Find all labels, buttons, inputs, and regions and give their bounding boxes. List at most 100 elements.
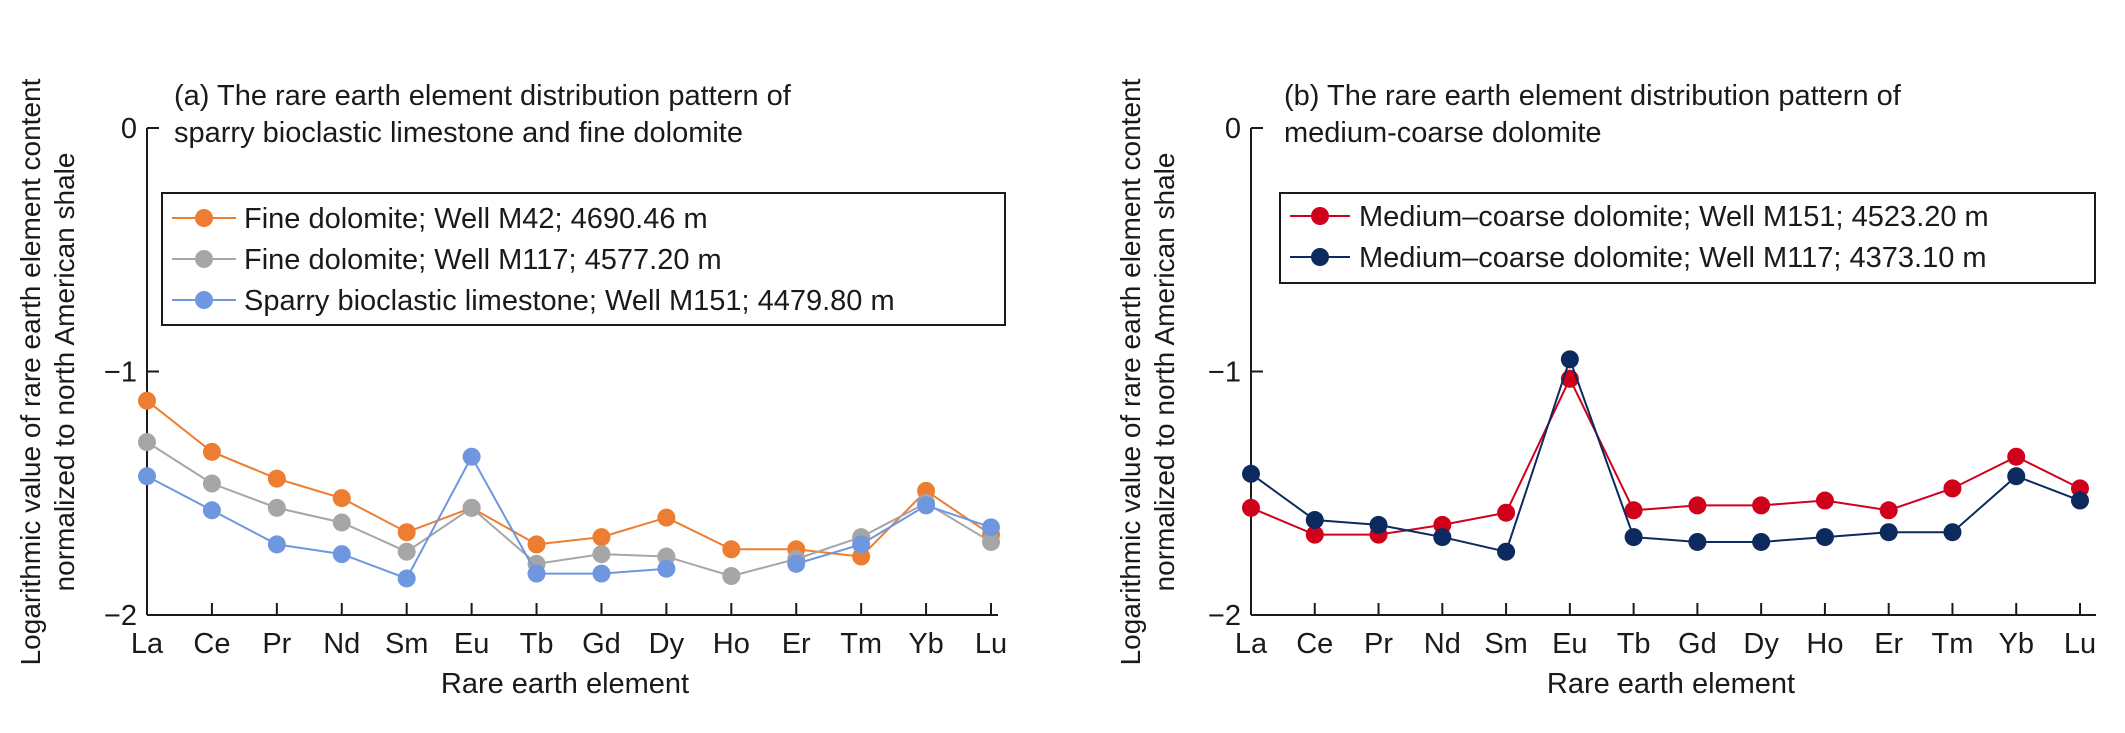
series-line-fine-dolomite-well-m42-4690-46-m: [146, 399, 992, 558]
legend: Fine dolomite; Well M42; 4690.46 m Fine …: [161, 192, 1006, 326]
data-point-fine-dolomite-well-m42-4690-46-m-dy: [657, 508, 676, 527]
series-line-medium-coarse-dolomite-well-m117-4373-10-m: [1250, 356, 2081, 553]
data-point-sparry-bioclastic-limestone-well-m151-4479-80-m-er: [787, 554, 806, 573]
data-point-fine-dolomite-well-m42-4690-46-m-ho: [722, 540, 741, 559]
data-point-medium-coarse-dolomite-well-m151-4523-20-m-la: [1242, 498, 1260, 517]
legend-item-fine-dolomite-m42: Fine dolomite; Well M42; 4690.46 m: [172, 203, 708, 235]
data-point-sparry-bioclastic-limestone-well-m151-4479-80-m-dy: [657, 559, 676, 578]
data-point-medium-coarse-dolomite-well-m151-4523-20-m-yb: [2007, 447, 2026, 466]
y-ticks: −2 −1 0: [104, 113, 159, 632]
legend-label-sparry-bioclastic-limestone-m151: Sparry bioclastic limestone; Well M151; …: [244, 285, 895, 317]
x-tick-label: Eu: [1552, 628, 1587, 660]
x-tick-label: Tm: [1932, 628, 1974, 660]
x-tick-label: Yb: [908, 628, 943, 660]
data-point-fine-dolomite-well-m117-4577-20-m-eu: [462, 498, 481, 517]
data-point-medium-coarse-dolomite-well-m117-4373-10-m-sm: [1497, 542, 1516, 561]
data-point-medium-coarse-dolomite-well-m117-4373-10-m-nd: [1433, 528, 1452, 547]
x-axis-label: Rare earth element: [1547, 668, 1795, 700]
legend-label-medium-coarse-dolomite-m151: Medium–coarse dolomite; Well M151; 4523.…: [1359, 201, 1989, 233]
x-tick-label: Pr: [1364, 628, 1393, 660]
y-axis-label-line-1: Logarithmic value of rare earth element …: [1115, 78, 1146, 665]
data-point-fine-dolomite-well-m117-4577-20-m-gd: [592, 545, 611, 564]
data-point-sparry-bioclastic-limestone-well-m151-4479-80-m-gd: [592, 564, 611, 583]
data-point-fine-dolomite-well-m117-4577-20-m-lu: [982, 532, 1000, 551]
data-point-fine-dolomite-well-m117-4577-20-m-nd: [332, 513, 351, 532]
x-ticks: La Ce Pr Nd Sm Eu Tb Gd Dy Ho Er Tm Yb Lu: [1235, 603, 2096, 660]
data-point-medium-coarse-dolomite-well-m151-4523-20-m-dy: [1752, 496, 1771, 515]
data-point-medium-coarse-dolomite-well-m117-4373-10-m-yb: [2007, 467, 2026, 486]
legend-marker-fine-dolomite-m117: [195, 250, 213, 268]
data-point-medium-coarse-dolomite-well-m151-4523-20-m-tm: [1943, 479, 1962, 498]
data-point-medium-coarse-dolomite-well-m117-4373-10-m-tb: [1624, 528, 1643, 547]
data-point-fine-dolomite-well-m117-4577-20-m-sm: [397, 542, 416, 561]
x-tick-label: Sm: [385, 628, 429, 660]
data-point-sparry-bioclastic-limestone-well-m151-4479-80-m-lu: [982, 518, 1000, 537]
y-axis-label-line-1: Logarithmic value of rare earth element …: [15, 78, 46, 665]
data-point-fine-dolomite-well-m42-4690-46-m-sm: [397, 523, 416, 542]
x-tick-label: Gd: [1678, 628, 1717, 660]
legend-label-fine-dolomite-m117: Fine dolomite; Well M117; 4577.20 m: [244, 244, 722, 276]
chart-title-line-1: (a) The rare earth element distribution …: [174, 80, 792, 112]
data-point-medium-coarse-dolomite-well-m117-4373-10-m-tm: [1943, 523, 1962, 542]
data-point-sparry-bioclastic-limestone-well-m151-4479-80-m-pr: [267, 535, 286, 554]
data-point-fine-dolomite-well-m42-4690-46-m-ce: [202, 442, 221, 461]
legend-item-sparry-bioclastic-limestone-m151: Sparry bioclastic limestone; Well M151; …: [172, 285, 895, 317]
x-tick-label: Gd: [582, 628, 621, 660]
x-tick-label: Sm: [1484, 628, 1528, 660]
data-point-medium-coarse-dolomite-well-m117-4373-10-m-gd: [1688, 532, 1707, 551]
chart-title-line-2: sparry bioclastic limestone and fine dol…: [174, 117, 743, 149]
y-tick-label: −1: [1208, 357, 1241, 389]
chart-panel-b: Logarithmic value of rare earth element …: [1115, 78, 2096, 700]
data-point-medium-coarse-dolomite-well-m151-4523-20-m-ho: [1815, 491, 1834, 510]
x-tick-label: Nd: [1424, 628, 1461, 660]
chart-title-line-1: (b) The rare earth element distribution …: [1284, 80, 1902, 112]
data-point-medium-coarse-dolomite-well-m117-4373-10-m-eu: [1560, 350, 1579, 369]
x-tick-label: Ho: [1806, 628, 1843, 660]
data-point-sparry-bioclastic-limestone-well-m151-4479-80-m-sm: [397, 569, 416, 588]
series-group: [1242, 350, 2089, 561]
legend-label-fine-dolomite-m42: Fine dolomite; Well M42; 4690.46 m: [244, 203, 708, 235]
data-point-fine-dolomite-well-m117-4577-20-m-pr: [267, 498, 286, 517]
series-line-sparry-bioclastic-limestone-well-m151-4479-80-m: [795, 504, 992, 565]
y-tick-label: 0: [1225, 113, 1241, 145]
data-point-medium-coarse-dolomite-well-m151-4523-20-m-tb: [1624, 501, 1643, 520]
series-group: [138, 391, 1000, 588]
legend: Medium–coarse dolomite; Well M151; 4523.…: [1279, 192, 2096, 284]
x-ticks: La Ce Pr Nd Sm Eu Tb Gd Dy Ho Er Tm Yb Lu: [131, 603, 1007, 660]
data-point-sparry-bioclastic-limestone-well-m151-4479-80-m-ce: [202, 501, 221, 520]
x-axis-label: Rare earth element: [441, 668, 689, 700]
x-tick-label: Eu: [454, 628, 489, 660]
legend-item-medium-coarse-dolomite-m117: Medium–coarse dolomite; Well M117; 4373.…: [1290, 242, 1987, 274]
data-point-medium-coarse-dolomite-well-m117-4373-10-m-lu: [2071, 491, 2089, 510]
x-tick-label: Nd: [323, 628, 360, 660]
legend-item-fine-dolomite-m117: Fine dolomite; Well M117; 4577.20 m: [172, 244, 722, 276]
data-point-medium-coarse-dolomite-well-m151-4523-20-m-ce: [1305, 525, 1324, 544]
data-point-sparry-bioclastic-limestone-well-m151-4479-80-m-nd: [332, 545, 351, 564]
y-tick-label: −2: [1208, 600, 1241, 632]
x-tick-label: Er: [1874, 628, 1903, 660]
data-point-medium-coarse-dolomite-well-m117-4373-10-m-pr: [1369, 515, 1388, 534]
legend-marker-medium-coarse-dolomite-m117: [1311, 248, 1329, 266]
x-tick-label: Dy: [1743, 628, 1779, 660]
legend-box: [161, 192, 1006, 326]
data-point-medium-coarse-dolomite-well-m151-4523-20-m-sm: [1497, 503, 1516, 522]
y-ticks: −2 −1 0: [1208, 113, 1263, 632]
data-point-medium-coarse-dolomite-well-m117-4373-10-m-ho: [1815, 528, 1834, 547]
x-tick-label: Yb: [1998, 628, 2033, 660]
legend-item-medium-coarse-dolomite-m151: Medium–coarse dolomite; Well M151; 4523.…: [1290, 201, 1989, 233]
data-point-fine-dolomite-well-m42-4690-46-m-gd: [592, 528, 611, 547]
x-tick-label: La: [131, 628, 164, 660]
data-point-medium-coarse-dolomite-well-m117-4373-10-m-la: [1242, 464, 1260, 483]
x-tick-label: Er: [782, 628, 811, 660]
legend-box: [1279, 192, 2096, 284]
chart-panel-a: Logarithmic value of rare earth element …: [15, 78, 1007, 700]
data-point-medium-coarse-dolomite-well-m117-4373-10-m-dy: [1752, 532, 1771, 551]
y-axis-label-line-2: normalized to north American shale: [49, 153, 80, 592]
x-tick-label: Ce: [193, 628, 230, 660]
data-point-fine-dolomite-well-m117-4577-20-m-ce: [202, 474, 221, 493]
data-point-fine-dolomite-well-m117-4577-20-m-la: [138, 433, 156, 452]
x-tick-label: Pr: [262, 628, 291, 660]
legend-marker-medium-coarse-dolomite-m151: [1311, 207, 1329, 225]
data-point-medium-coarse-dolomite-well-m117-4373-10-m-ce: [1305, 511, 1324, 530]
data-point-fine-dolomite-well-m42-4690-46-m-tb: [527, 535, 546, 554]
